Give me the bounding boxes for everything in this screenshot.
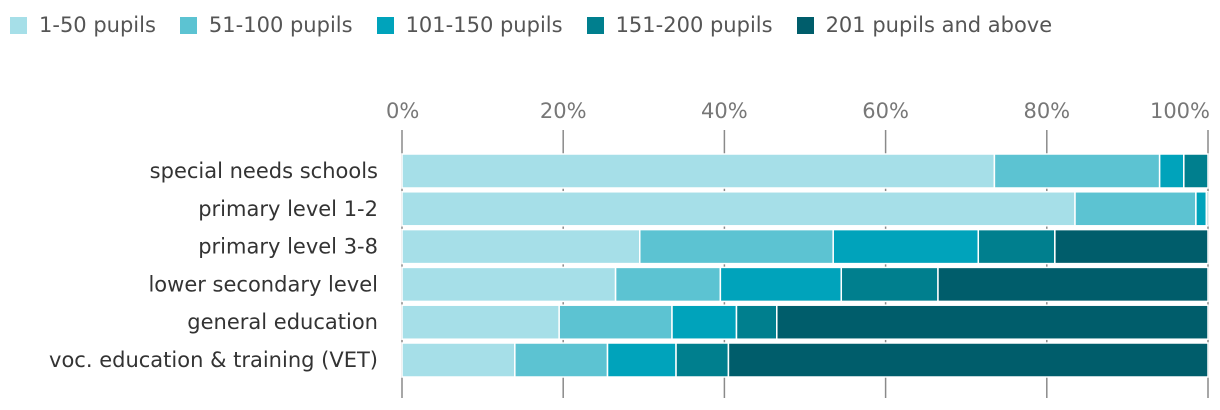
- bar-segment: [401, 153, 996, 189]
- bar-segment: [401, 342, 516, 378]
- legend-label: 51-100 pupils: [208, 13, 353, 37]
- bar-segment: [719, 266, 843, 303]
- legend-swatch: [376, 16, 394, 34]
- y-category-label: special needs schools: [150, 159, 378, 183]
- bar-segment: [735, 304, 778, 340]
- bar-segment: [1158, 153, 1185, 189]
- bar-segment: [937, 266, 1209, 303]
- x-tick-label: 0%: [386, 99, 419, 123]
- bar-segment: [832, 228, 980, 265]
- bar-segment: [401, 228, 641, 265]
- bar-segment: [671, 304, 738, 340]
- bar-segment: [1183, 153, 1209, 189]
- bar-segment: [840, 266, 939, 303]
- bar-segment: [606, 342, 677, 378]
- legend-label: 201 pupils and above: [825, 13, 1053, 37]
- bar-segment: [1074, 191, 1197, 227]
- bar-segment: [401, 191, 1076, 227]
- bar-segment: [401, 266, 617, 303]
- bar-segment: [401, 304, 560, 340]
- y-category-label: general education: [187, 310, 378, 334]
- legend-swatch: [796, 16, 814, 34]
- bar-segment: [1205, 191, 1209, 227]
- bar-segment: [639, 228, 834, 265]
- legend-label: 151-200 pupils: [615, 13, 773, 37]
- legend-label: 101-150 pupils: [405, 13, 563, 37]
- legend-swatch: [586, 16, 604, 34]
- bar-segment: [514, 342, 609, 378]
- x-tick-label: 20%: [540, 99, 587, 123]
- legend-item-101-150[interactable]: 101-150 pupils: [376, 13, 563, 37]
- bar-segment: [1054, 228, 1209, 265]
- bar-segment: [727, 342, 1209, 378]
- bar-segment: [558, 304, 673, 340]
- bar-segment: [1195, 191, 1208, 227]
- x-tick-label: 80%: [1023, 99, 1070, 123]
- bar-segment: [977, 228, 1056, 265]
- y-category-label: voc. education & training (VET): [49, 348, 378, 372]
- legend-item-1-50[interactable]: 1-50 pupils: [10, 13, 156, 37]
- bar-segment: [776, 304, 1209, 340]
- legend-swatch: [179, 16, 197, 34]
- legend-label: 1-50 pupils: [39, 13, 156, 37]
- x-tick-label: 100%: [1150, 99, 1210, 123]
- x-tick-label: 40%: [701, 99, 748, 123]
- bar-segment: [675, 342, 730, 378]
- bar-segment: [993, 153, 1161, 189]
- legend-item-51-100[interactable]: 51-100 pupils: [179, 13, 353, 37]
- bar-segment: [614, 266, 722, 303]
- chart-legend: 1-50 pupils 51-100 pupils 101-150 pupils…: [10, 10, 1076, 40]
- legend-swatch: [10, 16, 27, 34]
- y-category-label: lower secondary level: [148, 272, 378, 296]
- legend-item-151-200[interactable]: 151-200 pupils: [586, 13, 773, 37]
- x-tick-label: 60%: [862, 99, 909, 123]
- legend-item-201-plus[interactable]: 201 pupils and above: [796, 13, 1053, 37]
- y-category-label: primary level 1-2: [198, 197, 378, 221]
- y-category-label: primary level 3-8: [198, 235, 378, 259]
